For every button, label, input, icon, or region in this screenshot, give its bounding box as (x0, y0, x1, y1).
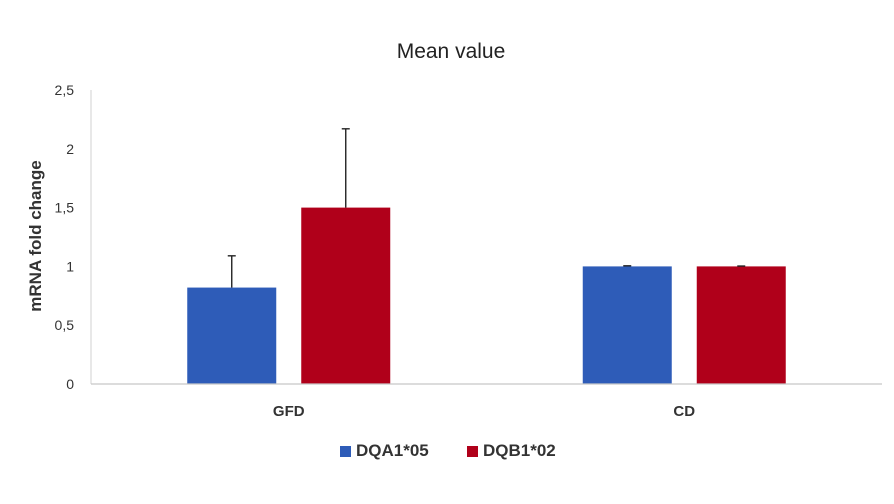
legend: DQA1*05 DQB1*02 (340, 441, 556, 460)
y-tick-label: 1,5 (55, 200, 75, 216)
y-tick-label: 2,5 (55, 82, 75, 98)
y-tick-label: 0,5 (55, 317, 75, 333)
legend-label: DQB1*02 (483, 441, 556, 460)
bar-dqa1-05-cd (582, 266, 672, 384)
y-axis: 0 0,5 1 1,5 2 2,5 (55, 82, 92, 392)
legend-swatch (467, 446, 478, 457)
chart-title: Mean value (397, 40, 506, 63)
legend-swatch (340, 446, 351, 457)
y-axis-label: mRNA fold change (26, 160, 45, 311)
x-axis: GFD CD (91, 383, 882, 420)
y-tick-label: 0 (66, 376, 74, 392)
y-tick-label: 2 (66, 141, 74, 157)
y-tick-label: 1 (66, 258, 74, 274)
x-tick-label: GFD (273, 403, 305, 420)
bar-dqa1-05-gfd (187, 287, 277, 384)
bar-dqb1-02-cd (696, 266, 786, 384)
bars (187, 128, 786, 384)
legend-label: DQA1*05 (356, 441, 429, 460)
x-tick-label: CD (673, 403, 695, 420)
bar-dqb1-02-gfd (301, 207, 391, 384)
